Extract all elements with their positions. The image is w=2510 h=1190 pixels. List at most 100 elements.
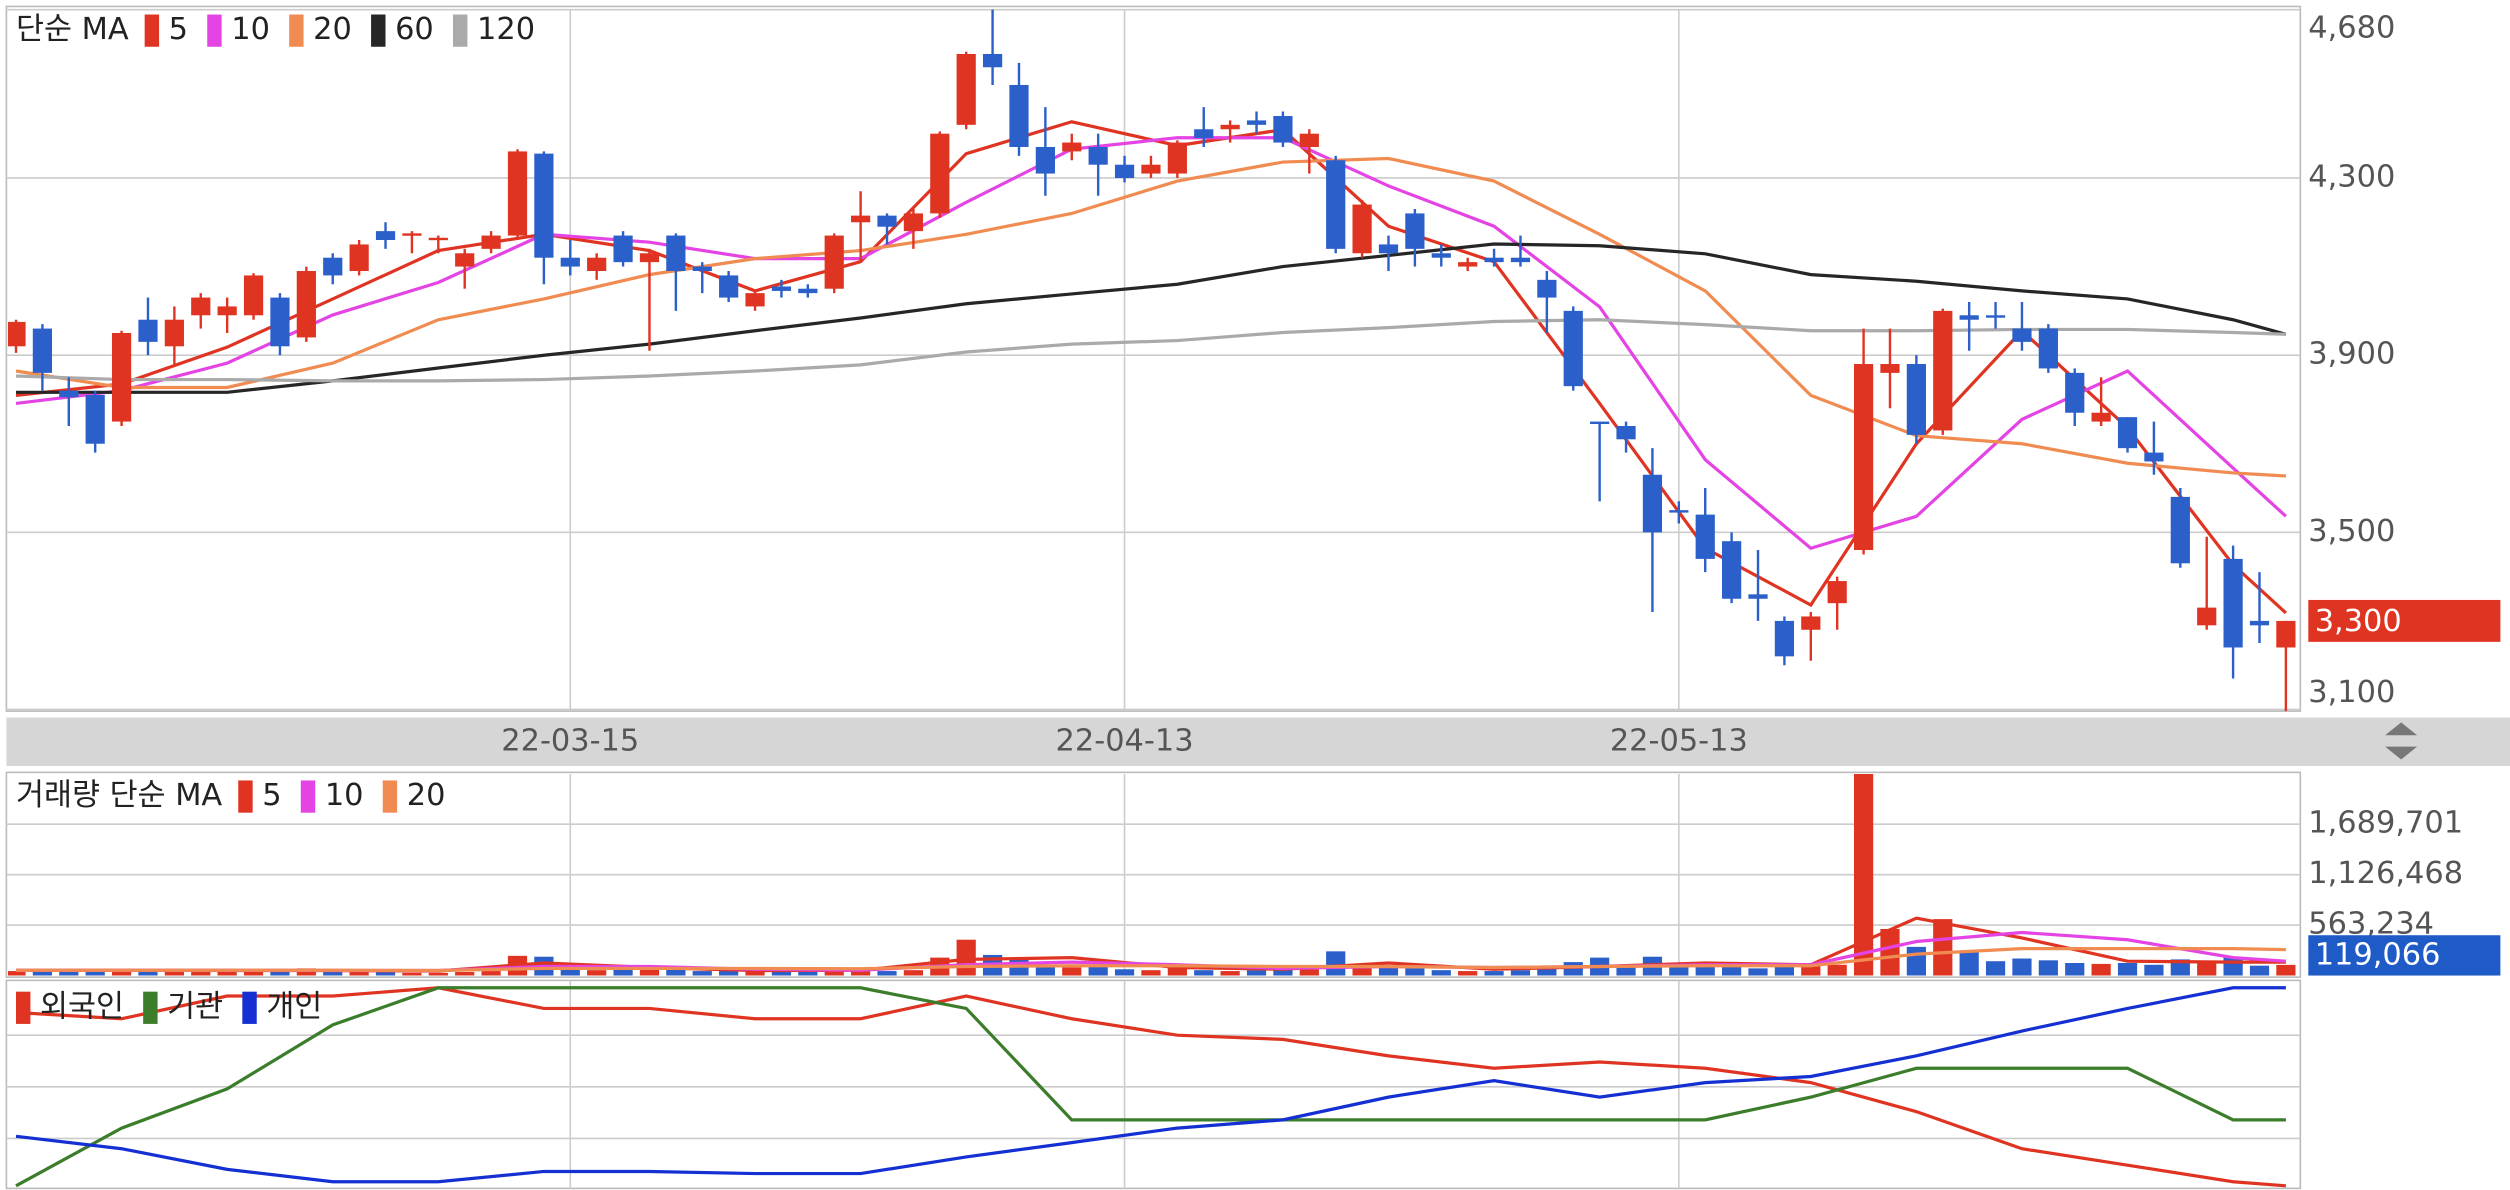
volume-bar (402, 972, 422, 976)
legend-swatch (144, 14, 160, 47)
candle-body (798, 288, 818, 294)
volume-bar (111, 969, 132, 976)
candle-body (534, 153, 554, 258)
volume-bar (85, 971, 105, 976)
volume-bar (1431, 970, 1451, 976)
candle-body (1933, 310, 1953, 431)
volume-bar (2038, 960, 2058, 976)
volume-bar (243, 969, 264, 976)
volume-bar (375, 971, 396, 976)
legend-swatch (300, 780, 316, 813)
volume-bar (1537, 967, 1557, 976)
candle-body (1748, 594, 1768, 599)
y-tick-label: 3,100 (2308, 675, 2395, 710)
candles (8, 9, 2296, 712)
legend-label: 20 (313, 12, 352, 47)
candle-body (1827, 581, 1847, 604)
candle-body (1167, 142, 1187, 174)
candle-body (85, 395, 105, 444)
volume-bar (1141, 970, 1161, 976)
volume-bar (1484, 971, 1504, 976)
volume-bar (2197, 961, 2217, 976)
candle-body (2144, 452, 2164, 462)
candle-body (111, 333, 132, 422)
legend-label: 5 (169, 12, 188, 47)
last-price-badge (2308, 599, 2501, 642)
candle-body (1537, 279, 1557, 298)
candle-body (1326, 160, 1346, 249)
volume-bar (2249, 965, 2270, 976)
volume-bar (349, 970, 369, 976)
candle-body (639, 253, 660, 263)
candle-body (1352, 204, 1372, 254)
lines (15, 986, 2287, 1188)
series-line (15, 136, 2287, 551)
y-tick-label: 1,689,701 (2308, 806, 2463, 841)
legend-title: 단순 MA (16, 12, 129, 47)
candle-body (2276, 620, 2296, 648)
legend-label: 개인 (266, 989, 322, 1024)
lines (16, 916, 2286, 973)
candle-body (32, 328, 53, 373)
candle-body (2091, 412, 2111, 422)
volume-bar (1695, 965, 1715, 976)
candle-body (243, 275, 264, 316)
candle-body (1484, 257, 1504, 263)
volume-bar (2223, 957, 2243, 976)
candle-body (191, 297, 211, 316)
candle-body (1642, 474, 1663, 533)
volume-bar (1220, 971, 1240, 976)
legend-swatch (371, 14, 386, 47)
candle-body (982, 53, 1003, 68)
candle-body (1669, 510, 1689, 513)
volume-bar (1194, 970, 1214, 976)
candle-body (2012, 328, 2032, 342)
volume-bar (59, 971, 79, 976)
candle-body (1510, 257, 1531, 263)
legend-label: 5 (262, 778, 281, 813)
y-tick-label: 1,126,468 (2308, 856, 2463, 891)
volume-bar (2276, 964, 2296, 976)
candle-body (1114, 164, 1135, 178)
volume-bar (217, 971, 237, 976)
volume-bar (270, 971, 290, 976)
volume-bar (8, 971, 26, 976)
candle-body (323, 257, 343, 276)
candle-body (402, 233, 422, 236)
volume-bar (1933, 919, 1953, 976)
volume-bar (1458, 971, 1478, 976)
volume-bar (903, 970, 924, 976)
volume-bar (2144, 964, 2164, 976)
volume-bar (1062, 967, 1082, 976)
last-volume-badge (2308, 935, 2501, 976)
candle-body (1194, 129, 1214, 139)
volume-bar (745, 971, 765, 976)
price-frame (5, 5, 2302, 712)
candle-body (270, 297, 290, 347)
volume-bar (2117, 963, 2138, 976)
volume-bar (1906, 946, 1926, 976)
candle-body (719, 275, 739, 298)
candle-body (2170, 496, 2190, 564)
volume-bar (1352, 965, 1372, 976)
volume-bar (771, 971, 792, 976)
candle-body (956, 53, 976, 125)
volume-bar (2170, 959, 2190, 976)
candle-body (1299, 133, 1319, 147)
volume-bar (1827, 964, 1847, 976)
candle-body (1220, 124, 1240, 130)
x-tick-label: 22-04-13 (1056, 723, 1194, 758)
volume-bar (138, 971, 158, 976)
volume-bar (1114, 969, 1135, 976)
candle-body (1616, 426, 1636, 440)
volume-bar (798, 971, 818, 976)
candle-body (59, 390, 79, 398)
candle-body (1959, 315, 1979, 320)
resize-handle[interactable] (2385, 722, 2418, 760)
volume-bar (32, 970, 53, 976)
legend-swatch (16, 991, 31, 1024)
candle-body (1035, 146, 1055, 174)
volume-bar (1378, 967, 1399, 976)
candle-body (1273, 115, 1293, 143)
